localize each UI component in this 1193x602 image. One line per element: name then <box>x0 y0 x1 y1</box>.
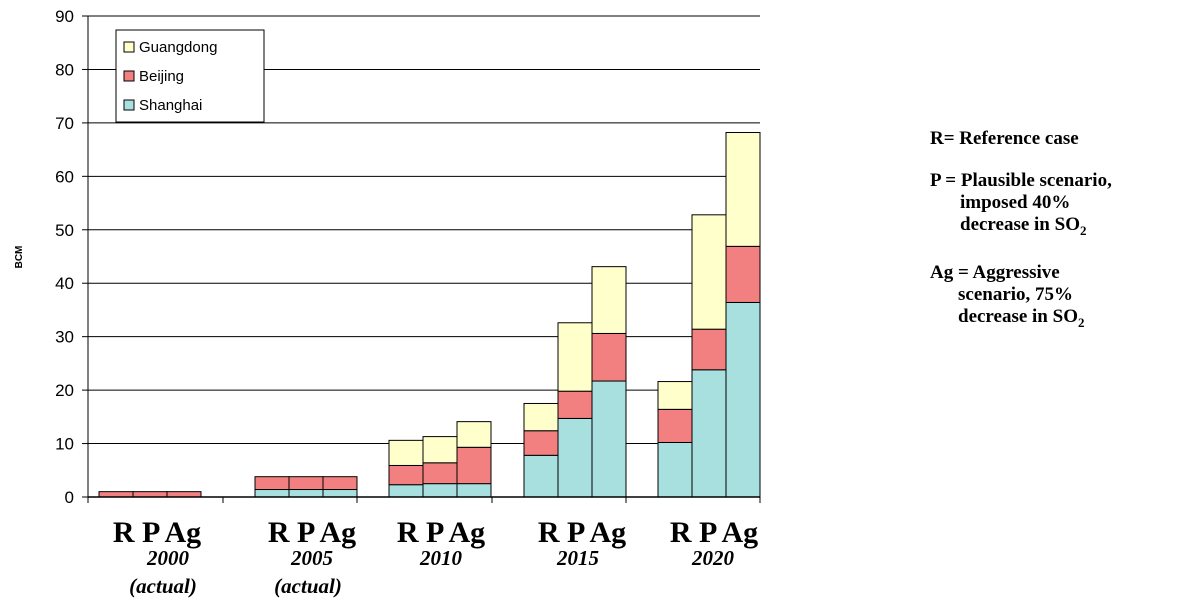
bars <box>98 132 761 498</box>
bar-segment-beijing <box>557 390 593 419</box>
bar-segment-shanghai <box>557 417 593 498</box>
bar-segment-guangdong <box>523 402 559 432</box>
bar-segment-guangdong <box>725 132 761 247</box>
x-group-note: (actual) <box>274 574 342 598</box>
bar-segment-beijing <box>388 464 424 486</box>
gridlines <box>82 15 760 498</box>
note-aggressive-line2: scenario, 75% <box>958 283 1074 305</box>
note-reference-text: R= Reference case <box>930 128 1079 149</box>
legend-swatch-beijing <box>123 70 135 82</box>
x-group-scenarios: R P Ag <box>538 516 626 549</box>
x-group-scenarios: R P Ag <box>268 516 356 549</box>
note-plausible-line1: P = Plausible scenario, <box>930 170 1112 191</box>
note-aggressive-subscript: 2 <box>1077 314 1085 330</box>
bar-segment-shanghai <box>254 489 290 498</box>
bar-segment-beijing <box>254 476 290 491</box>
x-group-note: (actual) <box>129 574 197 598</box>
y-tick-label: 70 <box>55 114 74 133</box>
bar-segment-beijing <box>657 408 693 443</box>
note-aggressive-line3-text: decrease in SO <box>958 305 1078 327</box>
bar-segment-guangdong <box>657 381 693 410</box>
y-tick-labels: 0 10 20 30 40 50 60 70 80 90 <box>55 7 74 507</box>
bar-segment-beijing <box>166 491 202 498</box>
legend-swatch-shanghai <box>123 99 135 111</box>
note-plausible-line3-text: decrease in SO <box>960 214 1080 235</box>
legend-label-guangdong: Guangdong <box>139 39 217 56</box>
bar-segment-guangdong <box>456 421 492 448</box>
bar-segment-shanghai <box>388 484 424 498</box>
bar-segment-beijing <box>523 430 559 456</box>
note-plausible-line3: decrease in SO2 <box>930 214 1190 242</box>
scenario-notes: R= Reference case P = Plausible scenario… <box>930 128 1190 354</box>
x-group-year: 2020 <box>691 546 735 570</box>
bar-segment-beijing <box>591 332 627 382</box>
y-tick-label: 60 <box>55 167 74 186</box>
bar-segment-beijing <box>725 245 761 303</box>
y-tick-label: 30 <box>55 328 74 347</box>
x-group-scenarios: R P Ag <box>113 516 201 549</box>
bar-segment-guangdong <box>691 214 727 330</box>
x-group-scenarios: R P Ag <box>670 516 758 549</box>
x-group-year: 2005 <box>290 546 333 570</box>
legend: Guangdong Beijing Shanghai <box>115 29 265 123</box>
note-reference: R= Reference case <box>930 128 1190 150</box>
bar-segment-beijing <box>132 491 168 498</box>
bar-segment-guangdong <box>591 266 627 334</box>
y-tick-label: 10 <box>55 435 74 454</box>
bar-segment-shanghai <box>322 489 358 498</box>
bar-segment-shanghai <box>288 489 324 498</box>
note-plausible-line2: imposed 40% <box>960 192 1071 213</box>
legend-swatch-guangdong <box>123 41 135 53</box>
bar-segment-shanghai <box>691 369 727 498</box>
note-plausible: P = Plausible scenario, imposed 40% decr… <box>930 170 1190 242</box>
legend-box <box>115 29 265 123</box>
axes <box>87 16 761 503</box>
bar-segment-shanghai <box>523 454 559 498</box>
bar-segment-shanghai <box>657 441 693 498</box>
bar-segment-guangdong <box>557 322 593 392</box>
bar-segment-shanghai <box>456 483 492 498</box>
bar-segment-shanghai <box>725 301 761 498</box>
bar-segment-beijing <box>691 328 727 371</box>
bar-segment-shanghai <box>591 380 627 498</box>
y-tick-label: 80 <box>55 60 74 79</box>
x-group-year: 2000 <box>146 546 190 570</box>
note-aggressive-line1: Ag = Aggressive <box>930 261 1060 283</box>
y-tick-label: 50 <box>55 221 74 240</box>
y-tick-label: 90 <box>55 7 74 26</box>
note-aggressive: Ag = Aggressive scenario, 75% decrease i… <box>930 262 1190 334</box>
bar-segment-beijing <box>456 446 492 485</box>
x-group-year: 2010 <box>419 546 463 570</box>
y-tick-label: 40 <box>55 274 74 293</box>
bar-segment-beijing <box>422 462 458 485</box>
note-plausible-subscript: 2 <box>1079 222 1087 238</box>
bar-segment-beijing <box>98 491 134 498</box>
bar-segment-guangdong <box>388 439 424 466</box>
bar-segment-guangdong <box>422 436 458 464</box>
bar-segment-shanghai <box>422 483 458 498</box>
y-tick-label: 20 <box>55 381 74 400</box>
x-group-scenarios: R P Ag <box>397 516 485 549</box>
y-axis-label: BCM <box>14 246 25 269</box>
bar-segment-beijing <box>322 476 358 491</box>
legend-label-shanghai: Shanghai <box>139 97 202 114</box>
bar-segment-beijing <box>288 476 324 491</box>
x-group-year: 2015 <box>556 546 599 570</box>
y-tick-label: 0 <box>65 488 74 507</box>
note-aggressive-line3: decrease in SO2 <box>930 306 1190 334</box>
legend-label-beijing: Beijing <box>139 68 184 85</box>
